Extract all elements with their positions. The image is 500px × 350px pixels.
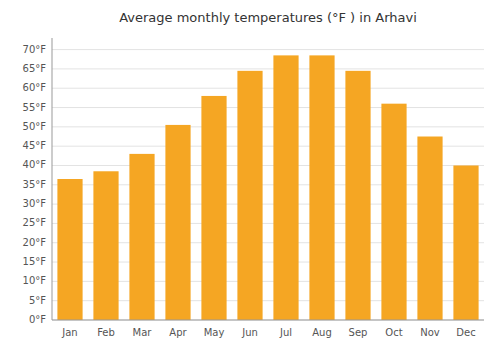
x-tick-label: Aug <box>312 327 332 338</box>
x-tick-label: Jan <box>61 327 77 338</box>
y-tick-label: 25°F <box>23 217 47 228</box>
grid-line <box>52 126 484 127</box>
bar <box>417 137 442 320</box>
bar <box>201 96 226 320</box>
x-tick-label: Jun <box>241 327 258 338</box>
y-tick-label: 35°F <box>23 179 47 190</box>
x-axis-ticks: Jan Feb Mar Apr May Jun Jul Aug Sep Oct Nov Dec <box>61 327 475 338</box>
bar <box>381 104 406 320</box>
y-tick-label: 30°F <box>23 198 47 209</box>
x-tick-label: Dec <box>456 327 475 338</box>
chart-container: 0°F 5°F 10°F 15°F 20°F 25°F 30°F 35°F 40°F 45°F 50… <box>0 0 500 350</box>
bar <box>273 55 298 320</box>
bars <box>57 55 478 320</box>
y-tick-label: 15°F <box>23 256 47 267</box>
y-tick-label: 40°F <box>23 159 47 170</box>
x-tick-label: Sep <box>349 327 368 338</box>
y-axis-ticks: 0°F 5°F 10°F 15°F 20°F 25°F 30°F 35°F 40°F 45°F 50… <box>23 44 47 325</box>
y-tick-label: 60°F <box>23 82 47 93</box>
bar <box>453 165 478 320</box>
y-tick-label: 0°F <box>29 314 46 325</box>
y-tick-label: 5°F <box>29 295 46 306</box>
bar <box>57 179 82 320</box>
y-tick-label: 45°F <box>23 140 47 151</box>
x-axis-line <box>52 320 484 321</box>
bar <box>93 171 118 320</box>
grid-line <box>52 107 484 108</box>
grid-line <box>52 68 484 69</box>
bar <box>129 154 154 320</box>
x-tick-label: Jul <box>279 327 292 338</box>
y-tick-label: 10°F <box>23 275 47 286</box>
x-tick-label: May <box>204 327 225 338</box>
x-tick-label: Mar <box>133 327 153 338</box>
x-tick-label: Apr <box>169 327 187 338</box>
bar <box>309 55 334 320</box>
bar <box>165 125 190 320</box>
y-tick-label: 20°F <box>23 237 47 248</box>
x-tick-label: Oct <box>385 327 402 338</box>
chart-svg: 0°F 5°F 10°F 15°F 20°F 25°F 30°F 35°F 40°F 45°F 50… <box>0 0 500 350</box>
y-tick-label: 50°F <box>23 121 47 132</box>
y-axis-line <box>52 38 53 320</box>
x-tick-label: Nov <box>420 327 440 338</box>
y-tick-label: 65°F <box>23 63 47 74</box>
grid-line <box>52 88 484 89</box>
axes <box>52 38 484 320</box>
y-tick-label: 55°F <box>23 102 47 113</box>
y-tick-label: 70°F <box>23 44 47 55</box>
bar <box>237 71 262 320</box>
grid-line <box>52 320 484 321</box>
grid <box>52 50 484 320</box>
bar <box>345 71 370 320</box>
grid-line <box>52 49 484 50</box>
chart-title: Average monthly temperatures (°F ) in Ar… <box>119 10 417 25</box>
x-tick-label: Feb <box>97 327 115 338</box>
